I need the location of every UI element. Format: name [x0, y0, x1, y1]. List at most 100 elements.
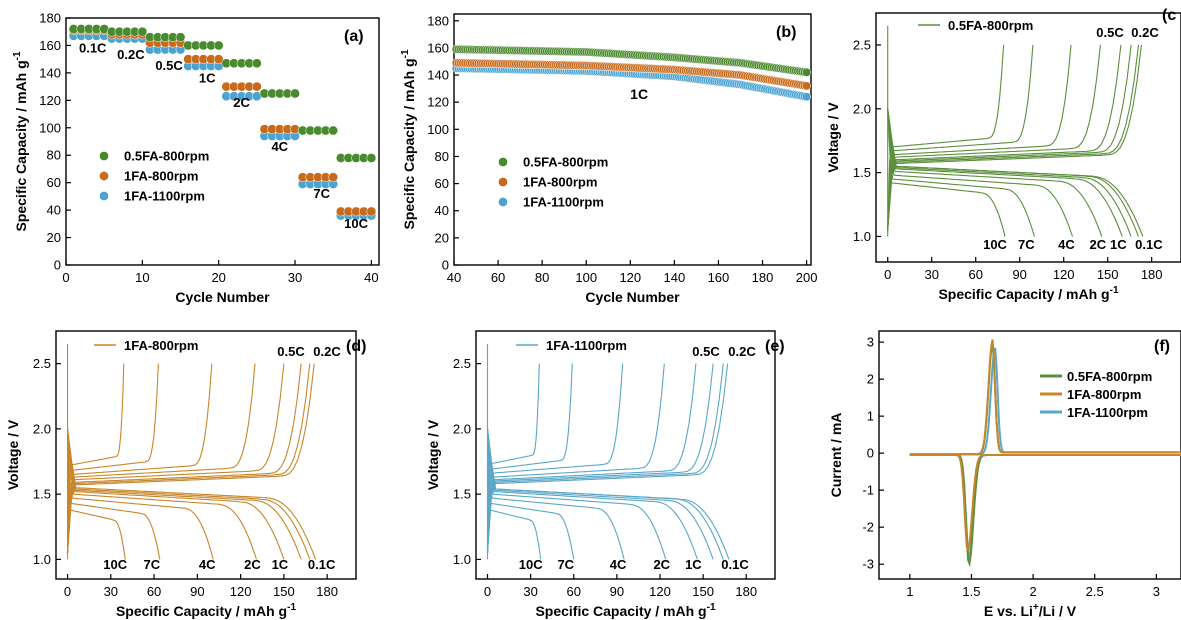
y-tick-label: 2.0 [33, 421, 51, 436]
discharge-curve-0.5C [66, 428, 302, 560]
legend-label: 1FA-1100rpm [1067, 405, 1148, 420]
y-tick-label: 80 [47, 148, 61, 163]
rate-label: 0.5C [155, 58, 183, 73]
y-tick-label: 2 [867, 372, 874, 387]
charge-rate-label: 0.5C [277, 344, 305, 359]
y-tick-label: 80 [435, 149, 449, 164]
legend-marker [99, 171, 109, 181]
y-tick-label: 1.0 [453, 552, 471, 567]
charge-curve-0.2C [66, 363, 311, 553]
discharge-curve-0.5C [486, 428, 714, 560]
discharge-curve-1C [486, 428, 698, 560]
x-axis-label-sup: -1 [1110, 285, 1119, 296]
charge-curve-2C [66, 363, 256, 553]
discharge-rate-label: 4C [199, 557, 216, 572]
y-axis-label: Voltage / V [425, 419, 441, 490]
legend-label: 1FA-800rpm [124, 338, 198, 353]
x-tick-label: 60 [567, 584, 581, 599]
x-tick-label: 0 [884, 267, 891, 282]
y-tick-label: 20 [47, 230, 61, 245]
discharge-curve-4C [66, 428, 214, 560]
y-tick-label: 140 [39, 65, 61, 80]
y-tick-label: -1 [862, 483, 874, 498]
discharge-rate-label: 7C [1018, 237, 1035, 252]
discharge-rate-label: 10C [519, 557, 543, 572]
plot-frame [55, 330, 357, 580]
y-axis-label-sup: -1 [12, 51, 23, 60]
data-point-1FA-800rpm [802, 81, 812, 91]
panel-3: 0 30 60 90 120 150 180 1.0 1.5 2.0 2.5 Specific Cap… [5, 330, 366, 619]
data-point-0.5FA-800rpm [290, 88, 300, 99]
discharge-rate-label: 1C [685, 557, 702, 572]
charge-curve-10C [486, 363, 540, 553]
discharge-rate-label: 0.1C [308, 557, 336, 572]
y-axis-label-sup: -1 [400, 49, 411, 58]
data-point-1FA-1100rpm [802, 92, 812, 102]
data-point-0.5FA-800rpm [328, 125, 339, 136]
y-axis-label-main: Specific Capacity / mAh g [13, 60, 29, 231]
x-tick-label: 90 [190, 584, 204, 599]
y-tick-label: 100 [427, 122, 449, 137]
charge-curve-10C [887, 44, 1005, 231]
data-point-0.5FA-800rpm [213, 40, 224, 51]
panel-label: (e) [765, 338, 785, 355]
x-tick-label: 150 [1097, 267, 1119, 282]
legend-label: 1FA-1100rpm [124, 189, 205, 204]
data-point-1FA-800rpm [213, 54, 224, 65]
discharge-curve-0.2C [486, 428, 724, 560]
discharge-rate-label: 7C [144, 557, 161, 572]
legend-label: 1FA-800rpm [1067, 387, 1141, 402]
y-tick-label: 40 [435, 203, 449, 218]
x-tick-label: 1 [906, 584, 913, 599]
y-tick-label: 20 [435, 230, 449, 245]
x-axis-label: Specific Capacity / mAh g-1 [535, 602, 716, 619]
discharge-rate-label: 10C [983, 237, 1007, 252]
charge-curve-7C [486, 363, 573, 553]
x-tick-label: 30 [523, 584, 537, 599]
legend-label: 0.5FA-800rpm [1067, 369, 1152, 384]
x-tick-label: 10 [135, 270, 149, 285]
x-tick-label: 0 [62, 270, 69, 285]
y-axis-label: Specific Capacity / mAh g-1 [12, 51, 29, 232]
panel-0: 0 10 20 30 40 0 20 40 60 80 100 120 140 160 180 Cycle N… [12, 11, 380, 305]
charge-rate-label: 0.2C [728, 344, 756, 359]
discharge-rate-label: 2C [1090, 237, 1107, 252]
panel-4: 0 30 60 90 120 150 180 1.0 1.5 2.0 2.5 Specific Cap… [425, 330, 785, 619]
x-tick-label: 60 [491, 270, 505, 285]
y-tick-label: 2.5 [453, 356, 471, 371]
charge-curve-1C [66, 363, 285, 553]
charge-curve-0.1C [486, 363, 729, 553]
x-axis-label: Cycle Number [175, 289, 270, 305]
y-tick-label: 120 [39, 93, 61, 108]
y-axis-label: Current / mA [828, 413, 844, 498]
discharge-curve-1C [887, 108, 1123, 237]
rate-label: 2C [233, 95, 250, 110]
x-axis-label: E vs. Li+/Li / V [984, 602, 1077, 619]
discharge-curve-0.1C [486, 428, 730, 560]
y-tick-label: 2.5 [853, 37, 871, 52]
x-tick-label: 2.5 [1086, 584, 1104, 599]
data-point-1FA-800rpm [252, 81, 262, 92]
legend-label: 0.5FA-800rpm [523, 155, 608, 170]
discharge-curve-1C [66, 428, 285, 560]
x-axis-label-main: Cycle Number [585, 289, 680, 305]
y-axis-label-main: Voltage / V [425, 419, 441, 490]
y-tick-label: 1.5 [453, 487, 471, 502]
panel-label: (b) [776, 24, 796, 41]
panel-label: (c [1162, 7, 1176, 24]
y-tick-label: 0 [54, 258, 61, 273]
x-tick-label: 20 [211, 270, 225, 285]
y-tick-label: 2.0 [453, 421, 471, 436]
panel-label: (a) [344, 28, 364, 45]
y-tick-label: 0 [867, 446, 874, 461]
y-tick-label: 1.5 [853, 165, 871, 180]
panel-label: (f) [1154, 338, 1170, 355]
x-tick-label: 60 [968, 267, 982, 282]
y-tick-label: 2.5 [33, 356, 51, 371]
panel-2: 0 30 60 90 120 150 180 1.0 1.5 2.0 2.5 Specific Cap… [825, 7, 1181, 302]
discharge-curve-7C [486, 428, 575, 560]
x-tick-label: 120 [1053, 267, 1075, 282]
charge-curve-1C [486, 363, 697, 553]
rate-label: 7C [313, 186, 330, 201]
